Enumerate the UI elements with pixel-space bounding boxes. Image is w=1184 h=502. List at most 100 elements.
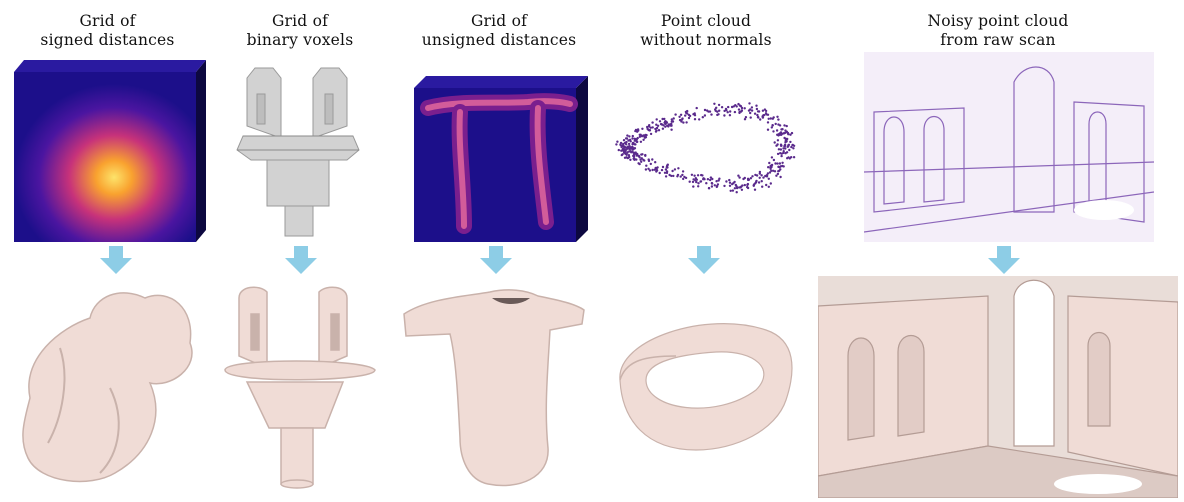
point [690, 173, 694, 176]
point [655, 169, 659, 172]
point [774, 162, 777, 165]
point [707, 186, 711, 190]
point [777, 165, 780, 168]
point [737, 108, 741, 111]
point [641, 153, 644, 156]
point [738, 111, 741, 115]
point [770, 126, 773, 129]
point [782, 147, 785, 150]
point [758, 176, 761, 179]
point [679, 113, 683, 116]
point [627, 142, 631, 146]
point [749, 116, 752, 119]
point [630, 150, 634, 153]
point [706, 178, 710, 181]
point [664, 168, 668, 171]
point [686, 109, 689, 113]
point [753, 112, 757, 115]
point [687, 116, 691, 120]
point [731, 189, 735, 192]
point [655, 126, 659, 130]
point [753, 188, 757, 191]
point [705, 109, 709, 112]
point [717, 103, 721, 107]
point [701, 116, 704, 119]
point [728, 184, 732, 187]
point [710, 113, 713, 116]
point [777, 118, 780, 121]
point [775, 174, 778, 177]
point [647, 158, 650, 161]
point [776, 172, 780, 176]
point [625, 140, 628, 144]
point [636, 152, 639, 156]
point [743, 107, 746, 110]
point [634, 128, 638, 132]
point [723, 184, 726, 188]
point [641, 127, 644, 130]
point [776, 139, 780, 142]
point [710, 182, 714, 185]
point [693, 174, 696, 177]
point [643, 135, 646, 138]
point [758, 170, 762, 174]
point [729, 189, 732, 192]
point [769, 167, 772, 170]
point [648, 129, 651, 132]
point [677, 167, 680, 170]
point [784, 129, 787, 132]
point [638, 135, 642, 138]
point [779, 131, 783, 134]
mobius-surface-render [619, 323, 793, 451]
point [629, 140, 632, 143]
point [768, 171, 772, 174]
point [693, 118, 697, 121]
point [746, 182, 750, 186]
point [676, 173, 680, 177]
point [774, 122, 777, 126]
point [661, 117, 664, 121]
point [631, 145, 634, 149]
point [697, 185, 700, 188]
point [619, 143, 622, 147]
point [649, 132, 653, 136]
point [772, 116, 775, 119]
point [616, 140, 619, 143]
point [733, 187, 737, 190]
bunny-surface-render [22, 292, 193, 483]
point [617, 148, 620, 152]
point [635, 158, 638, 161]
panel-signed-distances: Grid of signed distances [0, 0, 215, 502]
point [649, 162, 652, 166]
point [772, 158, 776, 162]
panel-title: Point cloud without normals [640, 12, 772, 49]
point [779, 148, 783, 151]
point [684, 176, 688, 180]
point [625, 137, 629, 140]
point [776, 162, 779, 165]
point [750, 106, 754, 109]
point [685, 121, 688, 124]
point [687, 113, 691, 117]
point [782, 132, 785, 135]
point [785, 124, 788, 128]
point [743, 118, 747, 121]
point [660, 123, 664, 126]
point [769, 117, 772, 120]
point [783, 145, 786, 148]
shirt-surface-render [403, 289, 585, 487]
point [755, 107, 759, 111]
point [631, 137, 634, 140]
point [770, 169, 773, 172]
point [737, 102, 740, 106]
point [749, 177, 753, 180]
point [631, 143, 634, 146]
point [688, 180, 691, 183]
point [768, 161, 771, 165]
point [651, 126, 654, 129]
point-cloud-image [615, 102, 796, 194]
point [615, 143, 618, 146]
point [702, 178, 705, 181]
point [750, 109, 754, 112]
point [788, 157, 791, 160]
